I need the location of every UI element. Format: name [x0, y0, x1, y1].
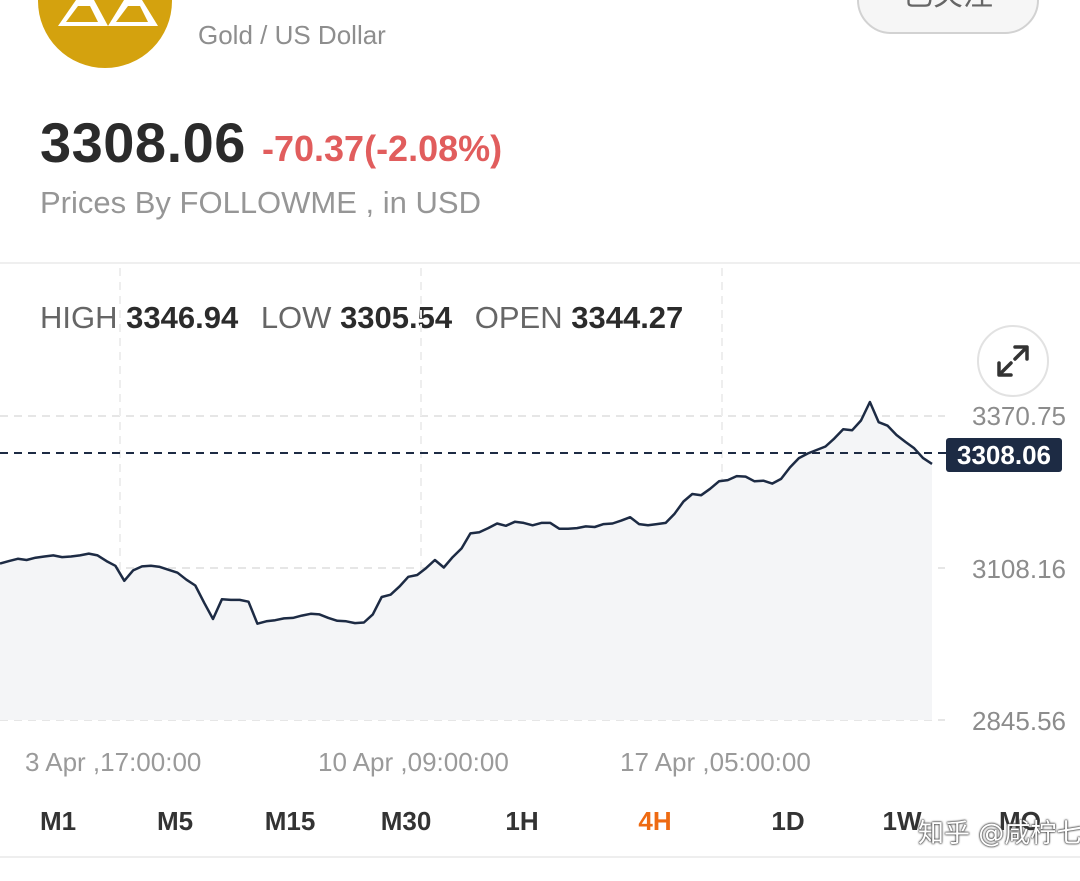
high-value: 3346.94 [126, 300, 239, 335]
gold-bars-icon [58, 0, 158, 26]
price-source-currency: , in USD [356, 185, 481, 220]
timeframe-m5[interactable]: M5 [156, 806, 194, 836]
low-value: 3305.54 [340, 300, 453, 335]
x-tick-label: 17 Apr ,05:00:00 [620, 747, 811, 777]
timeframe-mo[interactable]: MO [999, 806, 1041, 836]
expand-icon [997, 345, 1029, 377]
price-line [0, 400, 933, 625]
chart-area-fill [0, 402, 932, 720]
price-source: Prices By FOLLOWME , in USD [40, 185, 481, 221]
bottom-divider [0, 856, 1080, 858]
high-label: HIGH [40, 300, 118, 335]
timeframe-1d[interactable]: 1D [771, 806, 805, 836]
instrument-subtitle: Gold / US Dollar [198, 20, 386, 50]
x-tick-label: 3 Apr ,17:00:00 [25, 747, 202, 777]
open-value: 3344.27 [571, 300, 684, 335]
timeframe-m15[interactable]: M15 [264, 806, 316, 836]
current-price-badge: 3308.06 [946, 438, 1062, 472]
timeframe-1w[interactable]: 1W [882, 806, 922, 836]
timeframe-1h[interactable]: 1H [505, 806, 539, 836]
y-tick-label: 3370.75 [972, 401, 1066, 431]
follow-button-label: 已关注 [903, 0, 993, 13]
watermark: 知乎 @咸柠七 [918, 819, 1080, 849]
timeframe-m1[interactable]: M1 [39, 806, 77, 836]
y-tick-label: 3108.16 [972, 554, 1066, 584]
low-label: LOW [260, 300, 332, 335]
timeframe-4h[interactable]: 4H [638, 806, 672, 836]
price-change: -70.37(-2.08%) [262, 128, 503, 169]
section-divider [0, 262, 1080, 264]
fullscreen-button[interactable] [977, 325, 1049, 397]
y-tick-label: 2845.56 [972, 706, 1066, 736]
open-label: OPEN [474, 300, 563, 335]
follow-button[interactable]: 已关注 [857, 0, 1039, 34]
gold-logo [38, 0, 172, 68]
price-chart[interactable] [0, 262, 1080, 732]
ohlc-stats: HIGH 3346.94 LOW 3305.54 OPEN 3344.27 [40, 300, 683, 336]
timeframe-m30[interactable]: M30 [380, 806, 432, 836]
price-source-provider: Prices By FOLLOWME [40, 185, 357, 220]
current-price: 3308.06 [40, 111, 246, 174]
x-tick-label: 10 Apr ,09:00:00 [318, 747, 509, 777]
